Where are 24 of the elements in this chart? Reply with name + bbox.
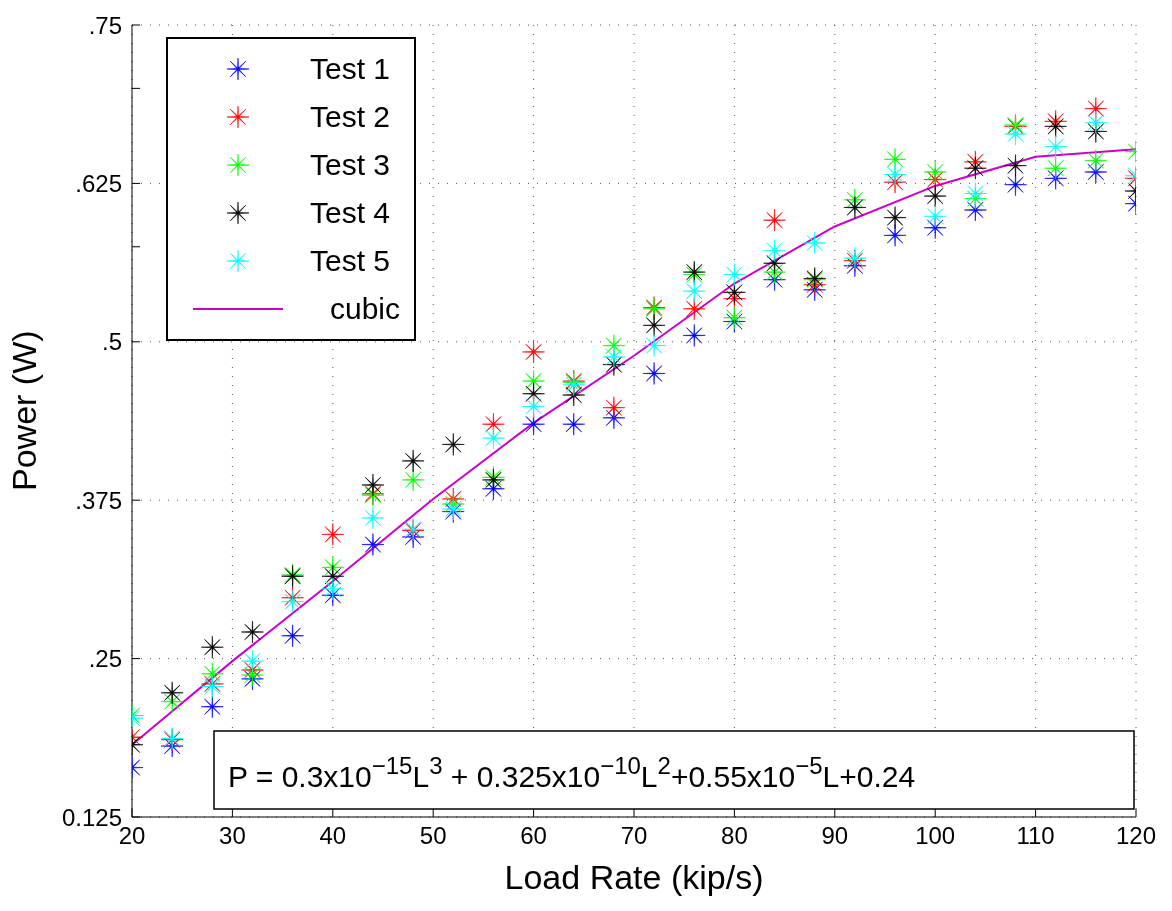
x-axis-title: Load Rate (kip/s): [504, 858, 764, 896]
x-tick-label: 50: [419, 822, 447, 850]
y-tick-label: .25: [88, 645, 122, 673]
x-tick-label: 40: [319, 822, 347, 850]
x-tick-label: 30: [219, 822, 246, 850]
x-tick-label: 70: [620, 822, 648, 850]
x-tick-label: 80: [721, 822, 748, 850]
y-tick-label: .375: [75, 486, 122, 514]
legend-label: Test 5: [310, 244, 391, 278]
legend-label: Test 1: [310, 52, 391, 86]
text: P = 0.3x10$^{−15}$L$^{3}$ + 0.325x10$^{−10}$L$^{2}$+0.55x10$^{−5}$L+0.24: [228, 751, 916, 793]
x-tick-label: 90: [821, 822, 849, 850]
y-axis-title: Power (W): [5, 330, 44, 491]
legend-label: Test 3: [310, 148, 391, 182]
x-tick-label: 120: [1115, 822, 1157, 850]
y-tick-label: .625: [75, 169, 122, 197]
x-tick-label: 60: [520, 822, 547, 850]
legend-label: Test 2: [310, 100, 391, 134]
x-tick-label: 100: [915, 822, 956, 850]
y-tick-label: .75: [88, 11, 122, 39]
y-tick-label: .5: [101, 328, 122, 356]
legend-label: Test 4: [310, 196, 391, 230]
x-tick-label: 110: [1016, 822, 1055, 850]
legend-label: cubic: [330, 292, 401, 326]
